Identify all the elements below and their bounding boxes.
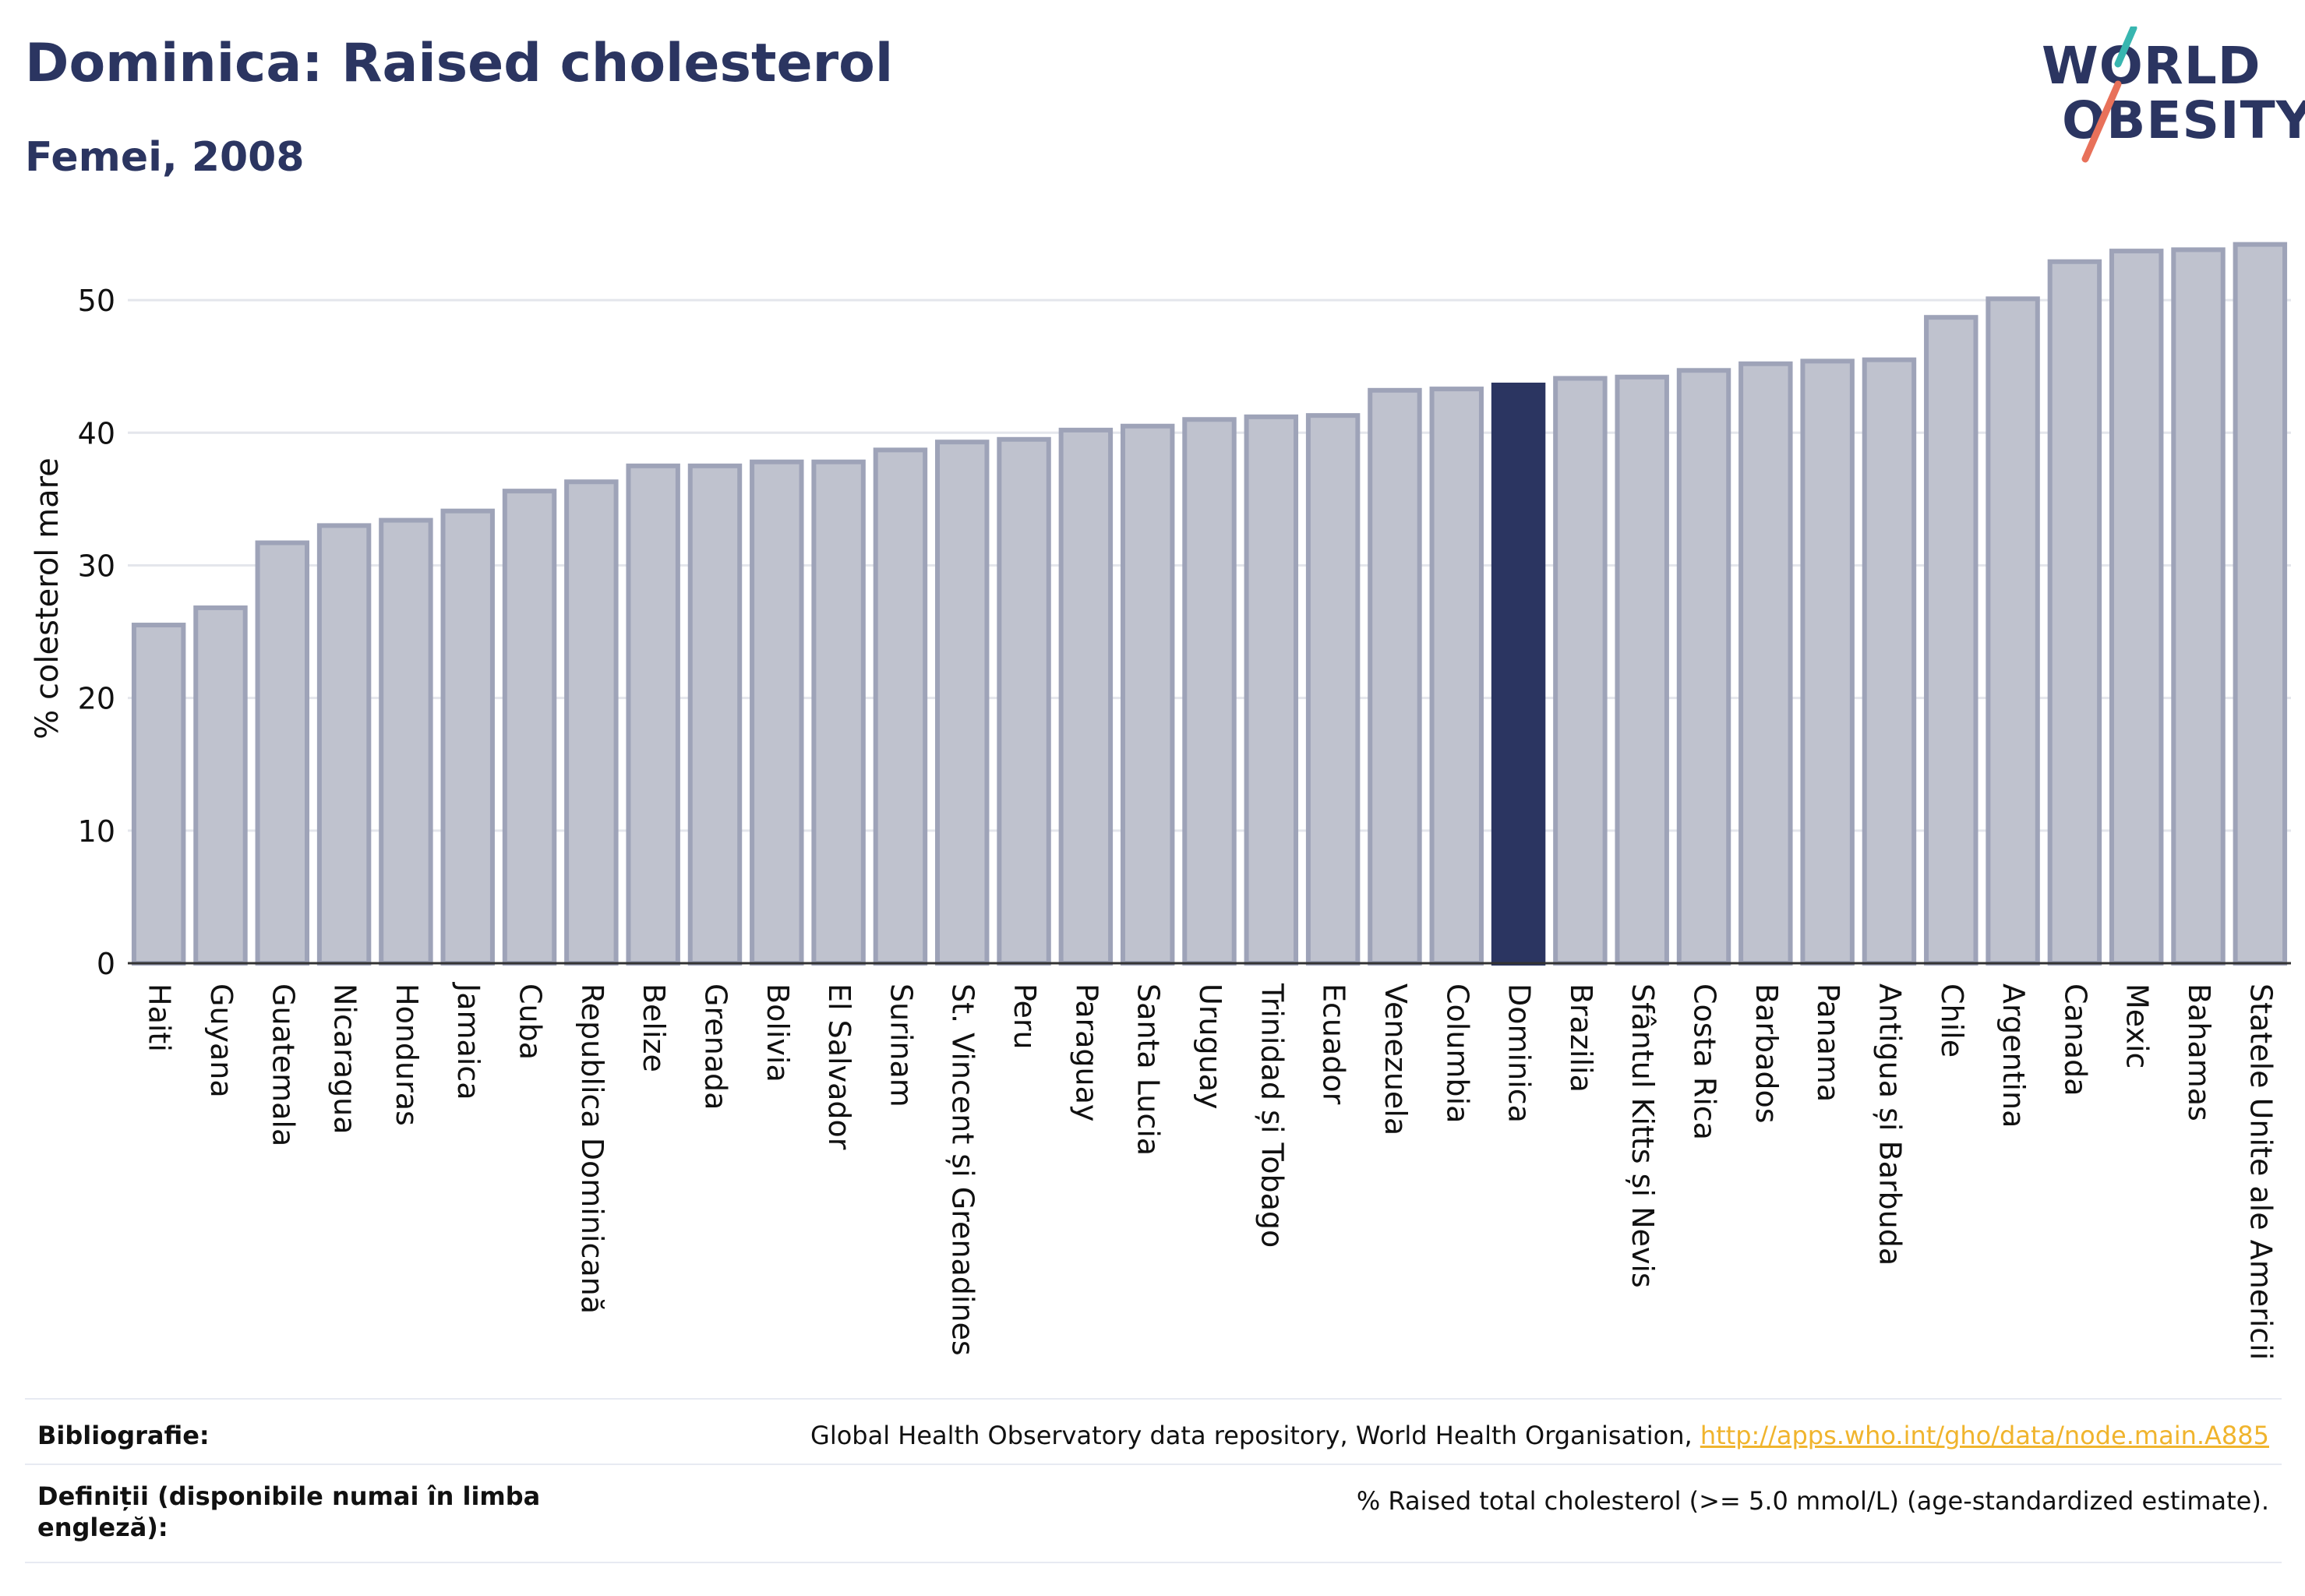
x-tick-label: Nicaragua — [328, 983, 362, 1135]
bar-chart: 0 10 20 30 40 50 Haiti Guyana Guatemala Nicaragu… — [30, 242, 2291, 1360]
x-tick-label: Guatemala — [266, 983, 300, 1146]
x-tick-label: Columbia — [1440, 983, 1474, 1123]
x-tick-label: Panama — [1811, 983, 1845, 1102]
logo-slash-icon — [2081, 26, 2137, 163]
x-tick-label: Uruguay — [1193, 983, 1227, 1110]
bar-mexic[interactable] — [2109, 249, 2164, 966]
bar-bolivia[interactable] — [750, 459, 804, 966]
bar-paraguay[interactable] — [1058, 427, 1114, 966]
bibliography-link[interactable]: http://apps.who.int/gho/data/node.main.A… — [1700, 1421, 2269, 1450]
x-tick-label: Chile — [1935, 983, 1969, 1058]
bar-surinam[interactable] — [873, 447, 928, 966]
bar-republica-dominican-[interactable] — [564, 479, 619, 966]
x-tick-label: Costa Rica — [1688, 983, 1722, 1140]
x-tick-label: Republica Dominicană — [575, 983, 609, 1314]
x-tick-label: Canada — [2058, 983, 2092, 1096]
bar-ecuador[interactable] — [1305, 413, 1361, 966]
x-tick-label: Paraguay — [1069, 983, 1103, 1121]
x-tick-label: Sfântul Kitts și Nevis — [1626, 983, 1660, 1288]
x-tick-label: Venezuela — [1378, 983, 1413, 1135]
bar-honduras[interactable] — [379, 517, 433, 966]
x-tick-label: Grenada — [698, 983, 732, 1110]
y-tick-label: 20 — [78, 682, 115, 716]
bar-jamaica[interactable] — [440, 508, 495, 966]
bar-canada[interactable] — [2047, 259, 2102, 966]
bar-argentina[interactable] — [1986, 296, 2040, 966]
y-axis-label: % colesterol mare — [30, 457, 65, 740]
bar-panama[interactable] — [1800, 358, 1855, 966]
bar-brazilia[interactable] — [1553, 376, 1608, 966]
x-tick-label: Santa Lucia — [1131, 983, 1166, 1156]
bar-antigua-i-barbuda[interactable] — [1862, 357, 1917, 966]
y-tick-labels: 0 10 20 30 40 50 — [78, 284, 115, 981]
bars — [131, 242, 2288, 966]
x-tick-label: Brazilia — [1564, 983, 1598, 1093]
bar-grenada[interactable] — [687, 463, 743, 966]
logo-text-line1: WORLD — [2042, 36, 2261, 96]
footer-definitions-row: Definiții (disponibile numai în limba en… — [25, 1464, 2282, 1542]
definitions-value: % Raised total cholesterol (>= 5.0 mmol/… — [1356, 1486, 2269, 1516]
x-tick-label: Argentina — [1996, 983, 2031, 1128]
chart-subtitle: Femei, 2008 — [25, 134, 305, 181]
x-tick-label: Mexic — [2120, 983, 2155, 1068]
bibliography-text: Global Health Observatory data repositor… — [810, 1421, 1700, 1450]
bar-haiti[interactable] — [131, 623, 186, 966]
x-tick-label: Bolivia — [761, 983, 795, 1082]
x-tick-label: Ecuador — [1317, 983, 1351, 1105]
x-tick-labels: Haiti Guyana Guatemala Nicaragua Honduras Jam… — [143, 982, 2279, 1360]
bibliography-label: Bibliografie: — [37, 1421, 210, 1450]
bar-statele-unite-ale-americii[interactable] — [2233, 242, 2288, 966]
bar-costa-rica[interactable] — [1676, 368, 1731, 966]
bar-dominica[interactable] — [1491, 383, 1546, 966]
bar-bahamas[interactable] — [2171, 247, 2226, 966]
bar-guatemala[interactable] — [255, 540, 310, 966]
bar-santa-lucia[interactable] — [1120, 423, 1175, 966]
x-tick-label: Guyana — [204, 983, 238, 1098]
bar-barbados[interactable] — [1738, 361, 1793, 966]
bar-st-vincent-i-grenadines[interactable] — [935, 440, 990, 966]
y-tick-label: 40 — [78, 416, 115, 450]
x-tick-label: Belize — [637, 983, 671, 1072]
bar-el-salvador[interactable] — [811, 459, 866, 966]
bar-peru[interactable] — [997, 436, 1051, 966]
chart-title: Dominica: Raised cholesterol — [25, 33, 894, 94]
bar-uruguay[interactable] — [1182, 417, 1237, 966]
x-tick-label: Peru — [1008, 983, 1042, 1050]
y-tick-label: 10 — [78, 814, 115, 849]
footer-bibliography-row: Bibliografie: Global Health Observatory … — [25, 1398, 2282, 1450]
x-tick-label: Haiti — [143, 983, 177, 1052]
bar-venezuela[interactable] — [1368, 387, 1422, 966]
x-tick-label: Barbados — [1749, 983, 1784, 1124]
x-tick-label: Antigua și Barbuda — [1873, 983, 1907, 1266]
x-tick-label: Honduras — [390, 983, 424, 1126]
x-tick-label: Jamaica — [451, 982, 485, 1100]
footer-bottom-divider — [25, 1562, 2282, 1563]
bar-chile[interactable] — [1924, 315, 1978, 966]
x-tick-label: Surinam — [884, 983, 918, 1107]
y-tick-label: 30 — [78, 549, 115, 583]
x-tick-label: Cuba — [514, 983, 548, 1060]
definitions-label: Definiții (disponibile numai în limba en… — [37, 1481, 541, 1542]
x-tick-label: St. Vincent și Grenadines — [946, 983, 980, 1356]
x-tick-label: Bahamas — [2182, 983, 2216, 1121]
bibliography-value: Global Health Observatory data repositor… — [810, 1420, 2269, 1451]
x-tick-label: Dominica — [1502, 983, 1537, 1123]
bar-columbia[interactable] — [1429, 387, 1484, 966]
bar-cuba[interactable] — [502, 489, 557, 966]
x-tick-label: Trinidad și Tobago — [1255, 983, 1289, 1248]
x-tick-label: El Salvador — [822, 983, 856, 1150]
world-obesity-logo[interactable]: WORLD OBESITY — [2042, 26, 2305, 167]
bar-belize[interactable] — [626, 463, 680, 966]
y-tick-label: 50 — [78, 284, 115, 318]
bar-sf-ntul-kitts-i-nevis[interactable] — [1615, 374, 1669, 966]
bar-guyana[interactable] — [193, 605, 248, 966]
bar-trinidad-i-tobago[interactable] — [1244, 414, 1299, 966]
bar-nicaragua[interactable] — [316, 523, 372, 966]
y-tick-label: 0 — [97, 947, 115, 981]
x-tick-label: Statele Unite ale Americii — [2243, 983, 2278, 1360]
